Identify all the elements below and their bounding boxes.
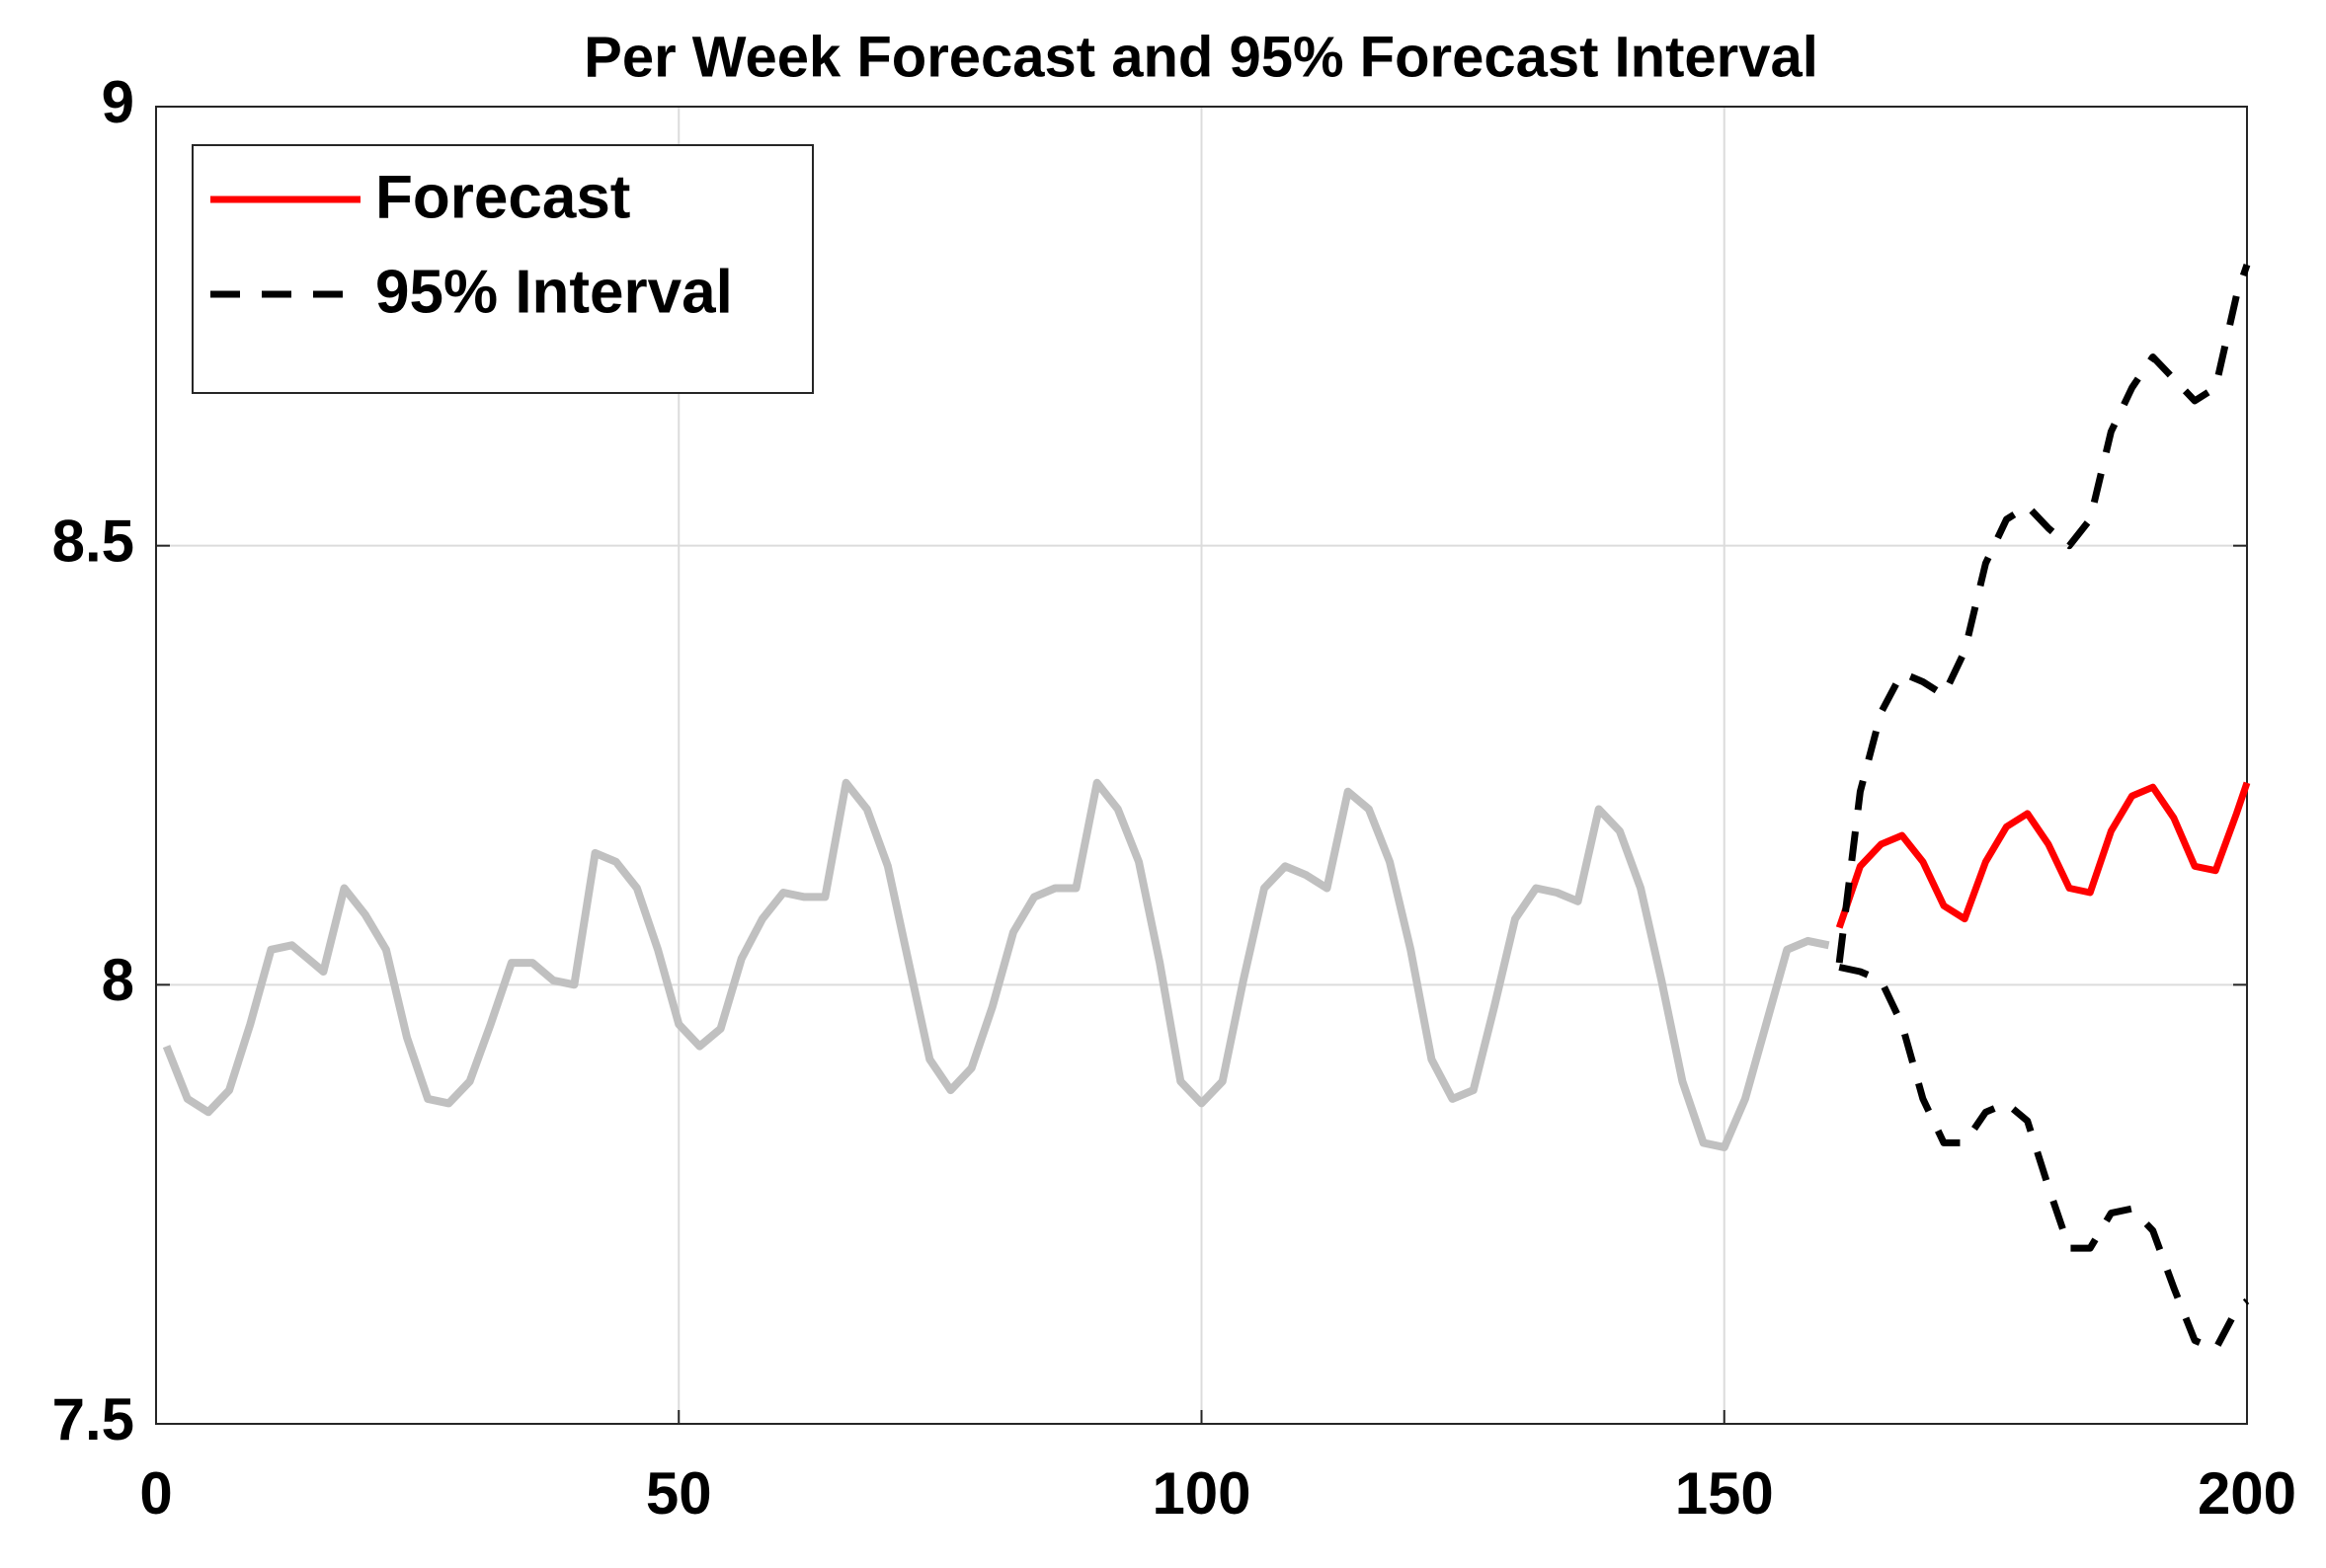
legend-label: 95% Interval: [375, 258, 733, 326]
series-line: [1835, 263, 2251, 964]
legend-box: [192, 144, 814, 394]
plot-frame: [155, 106, 2248, 1425]
x-tick-label: 200: [2198, 1460, 2296, 1527]
chart-title: Per Week Forecast and 95% Forecast Inter…: [584, 25, 1818, 89]
y-tick-label: 8: [102, 947, 134, 1013]
series-line: [1838, 964, 2250, 1353]
series-line: [162, 778, 1830, 1151]
y-tick-label: 9: [102, 69, 134, 135]
legend-label: Forecast: [375, 163, 630, 231]
y-tick-label: 7.5: [52, 1386, 134, 1452]
x-tick-label: 50: [646, 1460, 712, 1527]
x-tick-label: 150: [1675, 1460, 1774, 1527]
x-tick-label: 100: [1152, 1460, 1250, 1527]
y-tick-label: 8.5: [52, 509, 134, 575]
x-tick-label: 0: [139, 1460, 172, 1527]
series-line: [1835, 781, 2251, 929]
